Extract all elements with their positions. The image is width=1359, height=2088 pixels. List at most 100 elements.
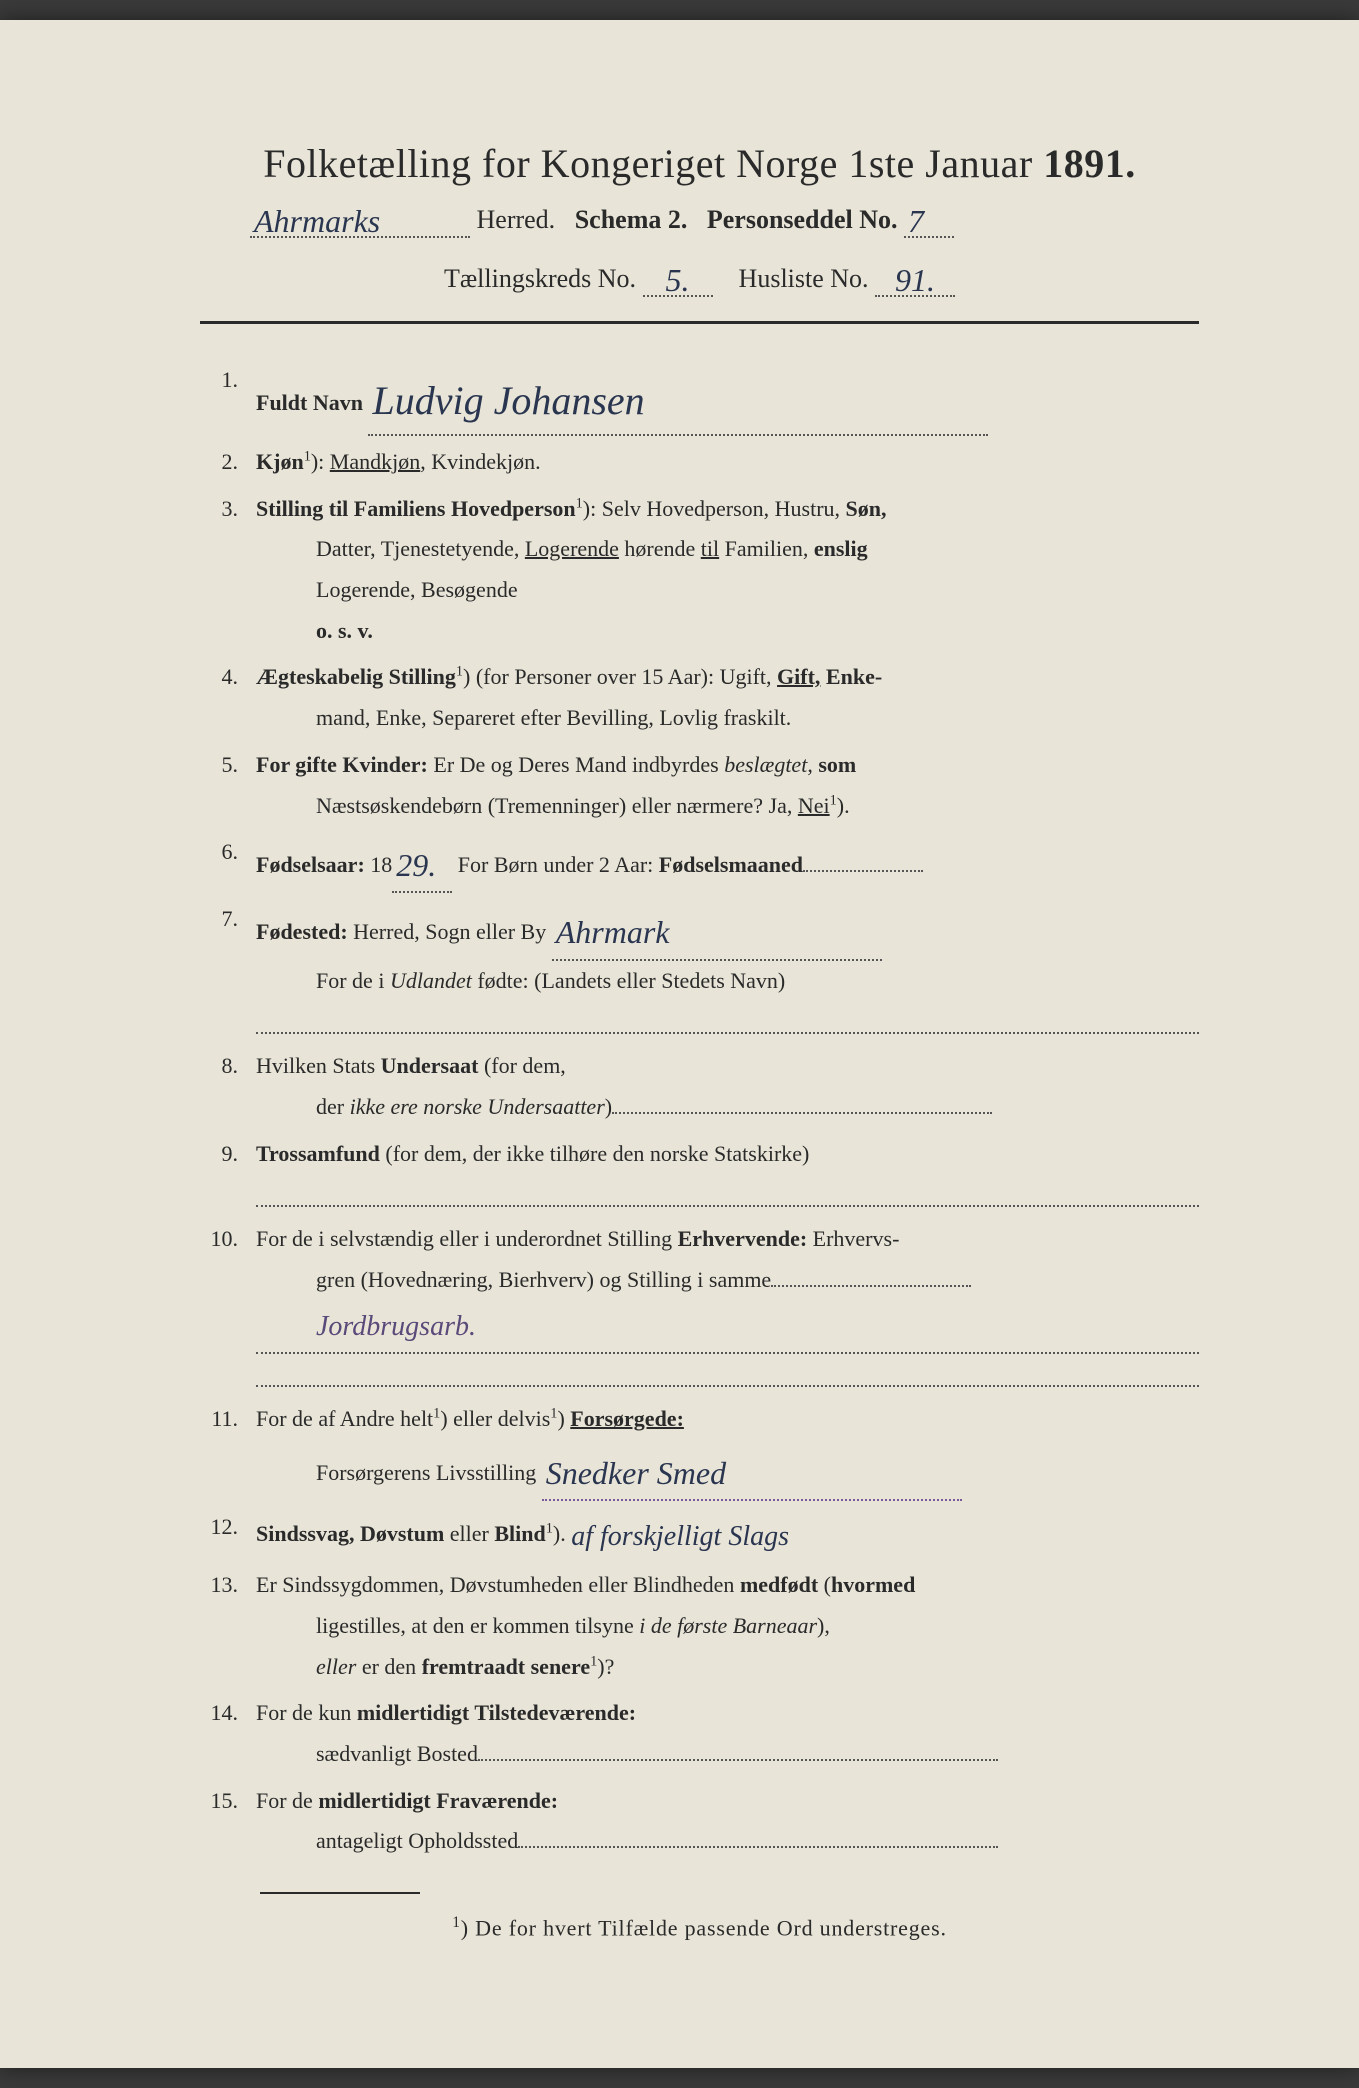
item-13-l3b: er den (356, 1654, 421, 1679)
item-8-l2b: ) (605, 1094, 612, 1119)
schema-label: Schema 2. (575, 205, 688, 234)
item-num: 4. (200, 657, 256, 738)
item-3-l2b: hørende (619, 536, 701, 561)
item-13-l1b: ( (818, 1572, 831, 1597)
item-12: 12. Sindssvag, Døvstum eller Blind1). af… (200, 1507, 1199, 1559)
item-6: 6. Fødselsaar: 1829. For Børn under 2 Aa… (200, 832, 1199, 893)
item-8: 8. Hvilken Stats Undersaat (for dem, der… (200, 1046, 1199, 1127)
item-12-value: af forskjelligt Slags (571, 1521, 789, 1552)
item-9-label: Trossamfund (256, 1141, 380, 1166)
item-7-l2b: fødte: (Landets eller Stedets Navn) (472, 968, 785, 993)
kreds-no: 5. (666, 262, 690, 298)
item-11-l1a: For de af Andre helt (256, 1406, 433, 1431)
item-2-label: Kjøn (256, 449, 304, 474)
item-9: 9. Trossamfund (for dem, der ikke tilhør… (200, 1134, 1199, 1214)
dotted-blank (256, 1354, 1199, 1387)
item-11-l1b: ) eller delvis (440, 1406, 550, 1431)
mandkjon: Mandkjøn (330, 449, 420, 474)
item-10: 10. For de i selvstændig eller i underor… (200, 1219, 1199, 1393)
eller: eller (316, 1654, 356, 1679)
footnote-divider (260, 1892, 420, 1894)
item-13-l1a: Er Sindssygdommen, Døvstumheden eller Bl… (256, 1572, 740, 1597)
item-num: 14. (200, 1693, 256, 1774)
udlandet: Udlandet (390, 968, 472, 993)
item-11: 11. For de af Andre helt1) eller delvis1… (200, 1399, 1199, 1501)
item-4-l1a: ) (for Personer over 15 Aar): Ugift, (463, 664, 777, 689)
sup: 1 (830, 792, 837, 808)
herred-line: Ahrmarks Herred. Schema 2. Personseddel … (200, 199, 1199, 238)
item-num: 8. (200, 1046, 256, 1127)
logerende: Logerende (525, 536, 619, 561)
midl-frav: midlertidigt Fraværende: (318, 1788, 558, 1813)
item-11-l1c: ) (557, 1406, 570, 1431)
til: til (701, 536, 719, 561)
fremtraadt: fremtraadt senere (422, 1654, 590, 1679)
ikke-norske: ikke ere norske Undersaatter (350, 1094, 605, 1119)
item-5-l2b: ). (837, 793, 850, 818)
husliste-label: Husliste No. (739, 264, 869, 293)
item-num: 7. (200, 899, 256, 1040)
item-num: 1. (200, 360, 256, 436)
form-title: Folketælling for Kongeriget Norge 1ste J… (200, 140, 1199, 187)
item-15-l1a: For de (256, 1788, 318, 1813)
blind: Blind (494, 1521, 545, 1546)
erhverv-value: Jordbrugsarb. (316, 1311, 476, 1342)
item-12-textb: ). (553, 1521, 566, 1546)
sup: 1 (304, 449, 311, 465)
item-15-l2: antageligt Opholdssted (316, 1828, 518, 1853)
item-5: 5. For gifte Kvinder: Er De og Deres Man… (200, 745, 1199, 826)
item-10-l2: gren (Hovednæring, Bierhverv) og Stillin… (316, 1267, 771, 1292)
item-8-l1b: (for dem, (478, 1053, 565, 1078)
item-13: 13. Er Sindssygdommen, Døvstumheden elle… (200, 1565, 1199, 1687)
ide-forste: i de første Barneaar (639, 1613, 817, 1638)
census-form-page: Folketælling for Kongeriget Norge 1ste J… (0, 20, 1359, 2068)
item-3-label: Stilling til Familiens Hovedperson (256, 496, 576, 521)
item-14-l1a: For de kun (256, 1700, 357, 1725)
kreds-line: Tællingskreds No. 5. Husliste No. 91. (200, 258, 1199, 297)
item-8-l2a: der (316, 1094, 350, 1119)
title-text: Folketælling for Kongeriget Norge 1ste J… (263, 141, 1032, 186)
erhvervende: Erhvervende: (678, 1226, 808, 1251)
gift: Gift, (777, 664, 820, 689)
fodested-value: Ahrmark (556, 914, 670, 950)
item-num: 13. (200, 1565, 256, 1687)
item-num: 10. (200, 1219, 256, 1393)
item-6-label: Fødselsaar: (256, 852, 365, 877)
item-num: 11. (200, 1399, 256, 1501)
item-10-l1a: For de i selvstændig eller i underordnet… (256, 1226, 678, 1251)
fodsel: Fødselsmaaned (659, 852, 803, 877)
personseddel-no: 7 (908, 203, 924, 239)
born-label: For Børn under 2 Aar: (452, 852, 659, 877)
item-7: 7. Fødested: Herred, Sogn eller By Ahrma… (200, 899, 1199, 1040)
item-9-text: (for dem, der ikke tilhøre den norske St… (380, 1141, 809, 1166)
item-13-l2b: ), (817, 1613, 830, 1638)
personseddel-label: Personseddel No. (707, 205, 898, 234)
fuldt-navn-value: Ludvig Johansen (372, 378, 644, 423)
medfodt: medfødt (740, 1572, 818, 1597)
undersaat: Undersaat (381, 1053, 479, 1078)
item-13-l2a: ligestilles, at den er kommen tilsyne (316, 1613, 639, 1638)
husliste-no: 91. (895, 262, 935, 298)
item-5-label: For gifte Kvinder: (256, 752, 428, 777)
item-7-label: Fødested: (256, 919, 348, 944)
son: Søn, (846, 496, 887, 521)
item-num: 2. (200, 442, 256, 483)
item-15: 15. For de midlertidigt Fraværende: anta… (200, 1781, 1199, 1862)
item-2: 2. Kjøn1): Mandkjøn, Kvindekjøn. (200, 442, 1199, 483)
herred-value: Ahrmarks (254, 203, 380, 239)
item-4: 4. Ægteskabelig Stilling1) (for Personer… (200, 657, 1199, 738)
footnote-sup: 1 (452, 1914, 461, 1931)
item-11-l2: Forsørgerens Livsstilling (316, 1460, 536, 1485)
item-3-l2c: Familien, (719, 536, 814, 561)
dotted-blank (256, 1001, 1199, 1034)
item-num: 15. (200, 1781, 256, 1862)
item-3-l4: o. s. v. (256, 611, 1199, 652)
item-3-l1a: ): Selv Hovedperson, Hustru, (583, 496, 846, 521)
item-10-l1b: Erhvervs- (807, 1226, 899, 1251)
item-num: 5. (200, 745, 256, 826)
item-5-l1b: , (807, 752, 818, 777)
enke: Enke- (820, 664, 882, 689)
year-prefix: 18 (365, 852, 393, 877)
herred-label: Herred. (477, 205, 556, 234)
sup: 1 (456, 664, 463, 680)
